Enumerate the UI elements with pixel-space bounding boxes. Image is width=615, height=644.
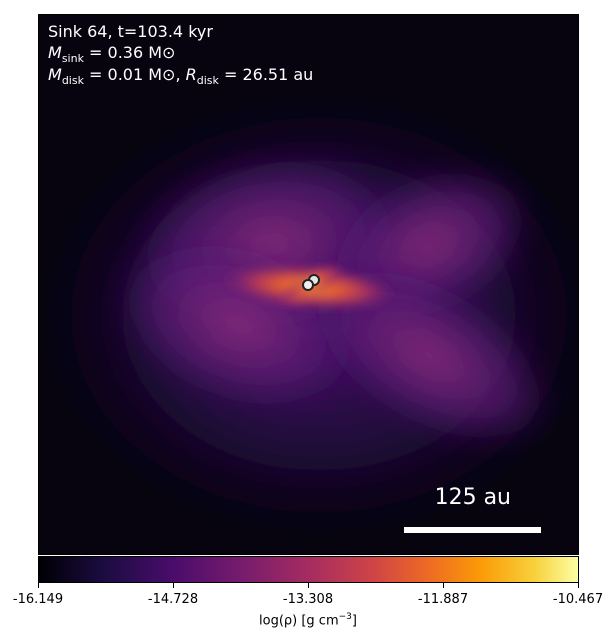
colorbar-tick-label: -13.308 (282, 592, 334, 607)
sink-mass: Msink = 0.36 M⊙ (48, 43, 176, 66)
scale-bar (404, 527, 541, 533)
colorbar-tick-label: -11.887 (417, 592, 469, 607)
sink-particle (302, 279, 314, 291)
sink-title: Sink 64, t=103.4 kyr (48, 22, 213, 41)
colorbar-tick (38, 583, 39, 588)
colorbar-tick (308, 583, 309, 588)
colorbar-tick (443, 583, 444, 588)
colorbar-tick (173, 583, 174, 588)
disk-properties: Mdisk = 0.01 M⊙, Rdisk = 26.51 au (48, 65, 314, 88)
colorbar-tick-label: -16.149 (12, 592, 64, 607)
density-map-panel: Sink 64, t=103.4 kyr Msink = 0.36 M⊙ Mdi… (38, 14, 579, 555)
colorbar-tick (578, 583, 579, 588)
colorbar (38, 556, 579, 583)
colorbar-tick-label: -10.467 (552, 592, 604, 607)
density-image (39, 15, 578, 554)
scale-bar-label: 125 au (434, 485, 511, 510)
colorbar-tick-label: -14.728 (147, 592, 199, 607)
colorbar-label: log(ρ) [g cm−3] (259, 612, 357, 629)
